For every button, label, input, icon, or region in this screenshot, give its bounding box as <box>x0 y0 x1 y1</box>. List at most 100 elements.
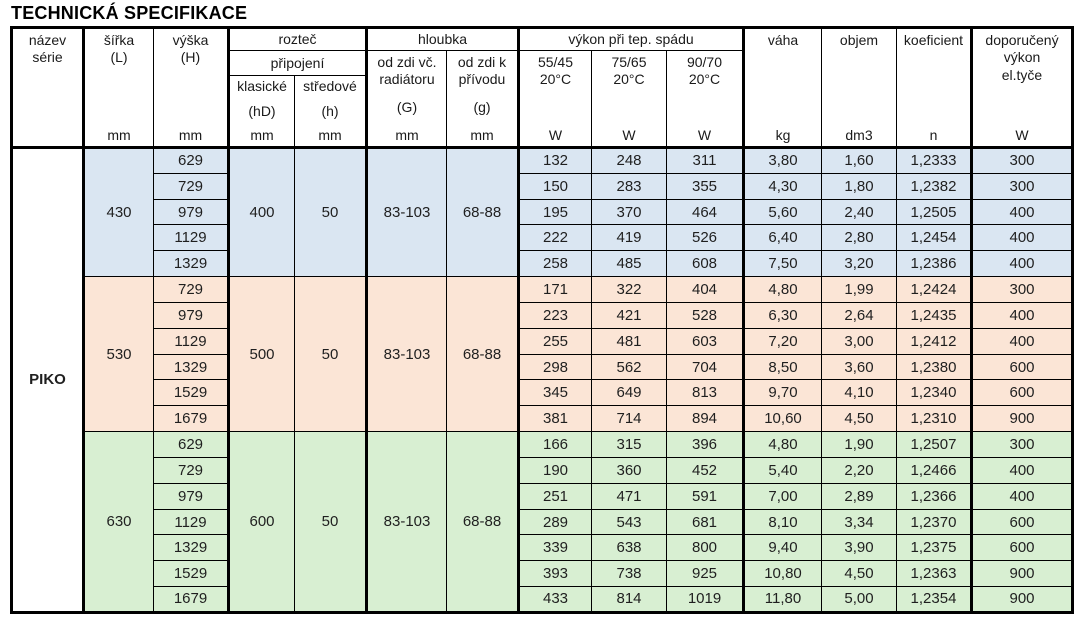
header-7565: 75/65 20°C W <box>591 50 667 148</box>
header-9070-unit: W <box>697 126 712 143</box>
coefficient-cell: 1,2354 <box>896 586 972 613</box>
power-5545-cell: 150 <box>517 172 592 200</box>
serie-name-cell: PIKO <box>11 146 84 613</box>
power-9070-cell: 681 <box>666 508 744 536</box>
volume-cell: 4,50 <box>821 560 897 588</box>
height-cell: 1529 <box>153 560 229 588</box>
header-od-zdi-vc-label: od zdi vč. radiátoru <box>377 53 437 88</box>
power-7565-cell: 562 <box>591 353 667 381</box>
header-klasicke: klasické (hD) mm <box>227 75 295 148</box>
volume-cell: 3,00 <box>821 327 897 355</box>
header-vaha: váha kg <box>742 27 822 148</box>
pitch-central-cell: 50 <box>294 431 367 613</box>
coefficient-cell: 1,2505 <box>896 198 972 226</box>
recommended-power-cell: 300 <box>970 276 1073 303</box>
power-7565-cell: 283 <box>591 172 667 200</box>
header-nazev-serie: název série <box>11 27 84 148</box>
header-od-zdi-vc-sub: (G) <box>396 99 418 116</box>
header-9070-label: 90/70 20°C <box>686 53 723 88</box>
recommended-power-cell: 600 <box>970 534 1073 562</box>
power-7565-cell: 814 <box>591 586 667 613</box>
coefficient-cell: 1,2424 <box>896 276 972 303</box>
power-9070-cell: 591 <box>666 482 744 510</box>
header-vaha-unit: kg <box>775 126 791 143</box>
height-cell: 729 <box>153 456 229 484</box>
header-5545-label: 55/45 20°C <box>537 53 574 88</box>
power-5545-cell: 393 <box>517 560 592 588</box>
volume-cell: 1,80 <box>821 172 897 200</box>
power-9070-cell: 452 <box>666 456 744 484</box>
recommended-power-cell: 300 <box>970 431 1073 458</box>
power-7565-cell: 370 <box>591 198 667 226</box>
header-od-zdi-vc-unit: mm <box>395 126 419 143</box>
depth-to-supply-cell: 68-88 <box>446 431 519 613</box>
recommended-power-cell: 400 <box>970 250 1073 278</box>
power-7565-cell: 360 <box>591 456 667 484</box>
power-7565-cell: 322 <box>591 276 667 303</box>
power-5545-cell: 381 <box>517 405 592 433</box>
volume-cell: 2,40 <box>821 198 897 226</box>
power-9070-cell: 704 <box>666 353 744 381</box>
power-5545-cell: 289 <box>517 508 592 536</box>
table-row: 729 190 360 452 5,40 2,20 1,2466 400 <box>12 456 1073 484</box>
header-objem-label: objem <box>839 31 879 48</box>
table-row: 1329 339 638 800 9,40 3,90 1,2375 600 <box>12 534 1073 562</box>
header-stredove-label: středové <box>303 78 357 94</box>
power-9070-cell: 404 <box>666 276 744 303</box>
coefficient-cell: 1,2333 <box>896 146 972 174</box>
header-5545: 55/45 20°C W <box>517 50 592 148</box>
header-hloubka-group: hloubka <box>365 27 519 51</box>
recommended-power-cell: 300 <box>970 172 1073 200</box>
header-sirka: šířka (L) mm <box>82 27 154 148</box>
recommended-power-cell: 400 <box>970 198 1073 226</box>
header-od-zdi-k-unit: mm <box>470 126 494 143</box>
table-row: 1329 258 485 608 7,50 3,20 1,2386 400 <box>12 250 1073 278</box>
header-od-zdi-k: od zdi k přívodu (g) mm <box>446 50 519 148</box>
coefficient-cell: 1,2507 <box>896 431 972 458</box>
width-cell: 630 <box>82 431 154 613</box>
power-9070-cell: 396 <box>666 431 744 458</box>
table-row: 979 223 421 528 6,30 2,64 1,2435 400 <box>12 301 1073 329</box>
power-5545-cell: 298 <box>517 353 592 381</box>
header-doporuceny-unit: W <box>1015 126 1029 143</box>
power-7565-cell: 421 <box>591 301 667 329</box>
volume-cell: 5,00 <box>821 586 897 613</box>
header-nazev-serie-label: název série <box>28 31 67 66</box>
header-stredove: středové (h) mm <box>294 75 367 148</box>
power-5545-cell: 132 <box>517 146 592 174</box>
power-9070-cell: 311 <box>666 146 744 174</box>
table-row: 1529 393 738 925 10,80 4,50 1,2363 900 <box>12 560 1073 588</box>
weight-cell: 4,30 <box>742 172 822 200</box>
recommended-power-cell: 600 <box>970 508 1073 536</box>
power-9070-cell: 608 <box>666 250 744 278</box>
volume-cell: 1,99 <box>821 276 897 303</box>
header-stredove-sub: (h) <box>321 102 339 119</box>
header-vyska: výška (H) mm <box>153 27 229 148</box>
depth-to-supply-cell: 68-88 <box>446 276 519 433</box>
power-5545-cell: 433 <box>517 586 592 613</box>
power-5545-cell: 339 <box>517 534 592 562</box>
table-row: 530 729 500 50 83-103 68-88 171 322 404 4,80 1,99 1… <box>12 276 1073 433</box>
weight-cell: 5,40 <box>742 456 822 484</box>
weight-cell: 7,50 <box>742 250 822 278</box>
header-vyska-label: výška (H) <box>172 31 209 66</box>
header-klasicke-unit: mm <box>250 127 274 144</box>
volume-cell: 2,89 <box>821 482 897 510</box>
header-doporuceny: doporučený výkon el.tyče W <box>970 27 1073 148</box>
header-doporuceny-label: doporučený výkon el.tyče <box>985 31 1059 83</box>
recommended-power-cell: 400 <box>970 301 1073 329</box>
power-7565-cell: 419 <box>591 224 667 252</box>
recommended-power-cell: 400 <box>970 482 1073 510</box>
coefficient-cell: 1,2380 <box>896 353 972 381</box>
height-cell: 1679 <box>153 405 229 433</box>
volume-cell: 2,64 <box>821 301 897 329</box>
depth-incl-radiator-cell: 83-103 <box>365 145 447 278</box>
weight-cell: 10,80 <box>742 560 822 588</box>
coefficient-cell: 1,2466 <box>896 456 972 484</box>
weight-cell: 10,60 <box>742 405 822 433</box>
header-stredove-unit: mm <box>318 127 342 144</box>
power-7565-cell: 649 <box>591 379 667 407</box>
header-sirka-label: šířka (L) <box>103 31 135 66</box>
weight-cell: 9,70 <box>742 379 822 407</box>
header-koeficient: koeficient n <box>896 27 972 148</box>
